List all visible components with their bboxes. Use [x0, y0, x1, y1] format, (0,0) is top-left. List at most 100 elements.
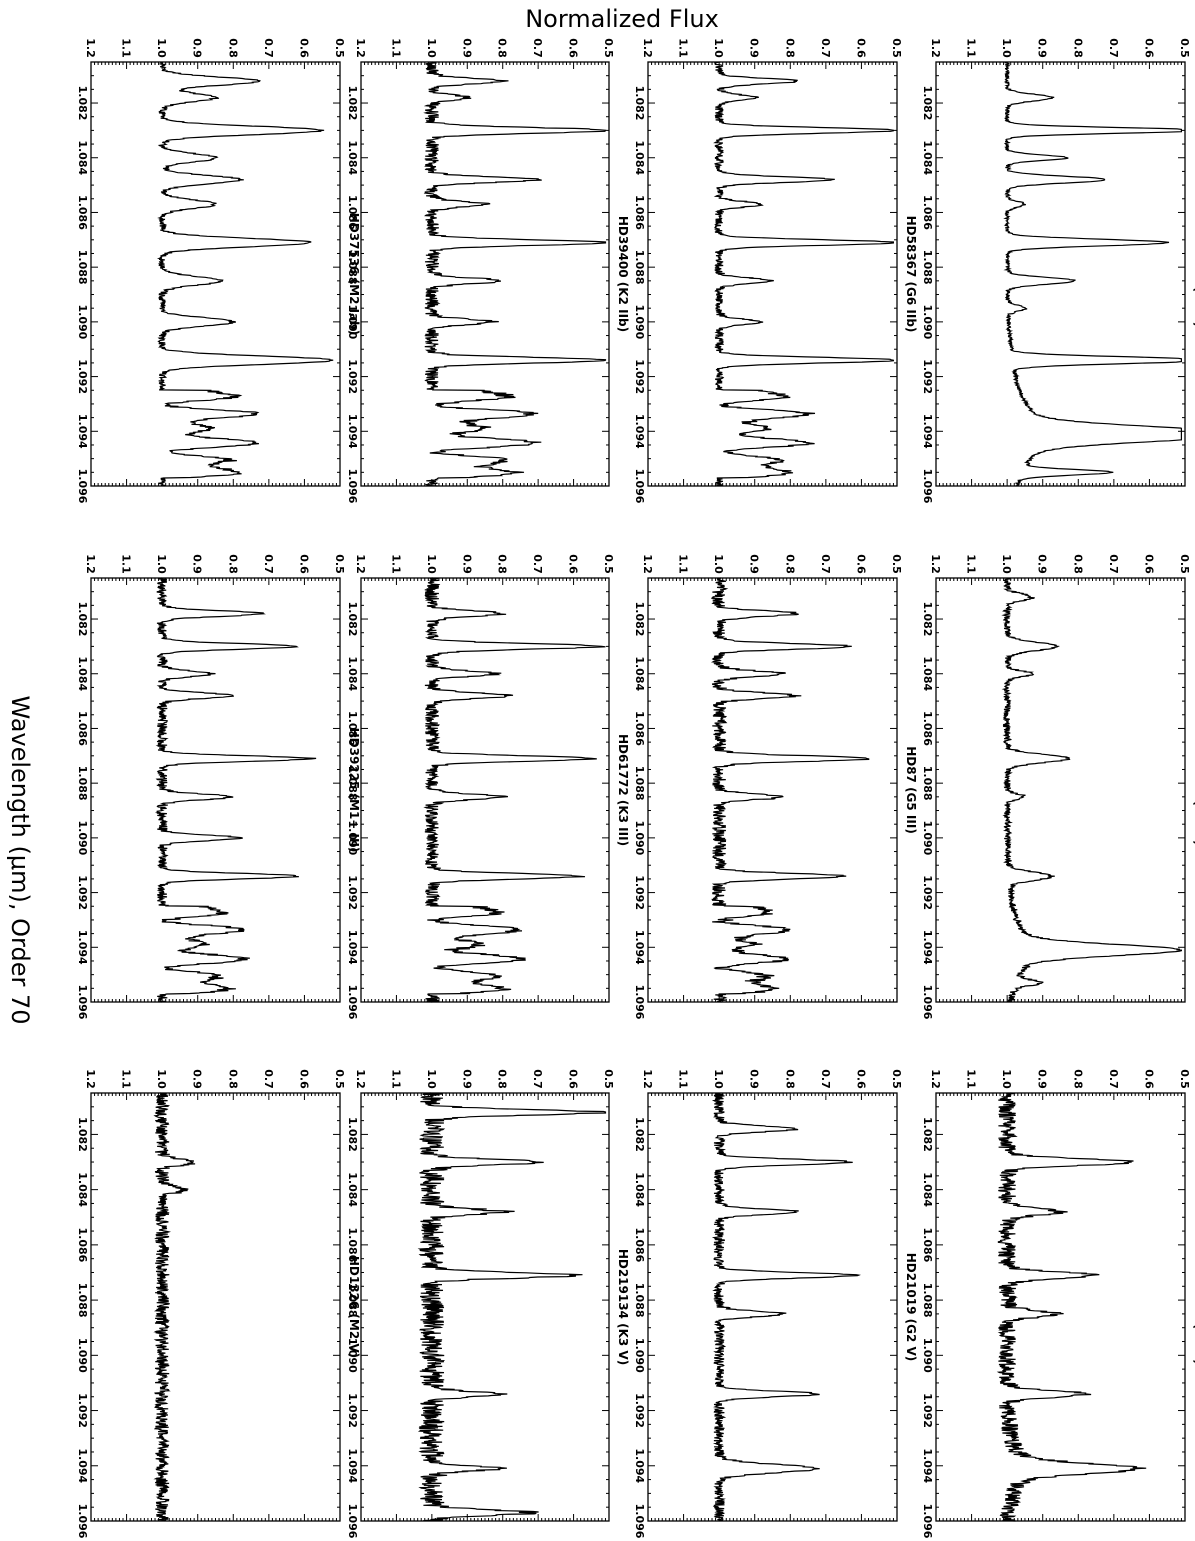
- flux-tick-label: 1.0: [1000, 38, 1013, 58]
- panel-title: HD21770 (F4 III): [1192, 734, 1195, 845]
- wave-tick-label: 1.090: [633, 820, 646, 855]
- flux-tick-label: 0.6: [1142, 38, 1155, 58]
- wave-tick-label: 1.086: [76, 195, 89, 230]
- flux-tick-label: 0.5: [890, 554, 903, 574]
- flux-tick-label: 0.8: [1071, 1069, 1084, 1089]
- wave-tick-label: 1.082: [633, 602, 646, 637]
- panel-title: HD39400 (K2 IIb): [616, 216, 630, 332]
- spectrum-panel: 0.5 0.6 0.7 0.8 0.9 1.0 1.1 1.2 1.082 1.084 1.086 1…: [921, 1069, 1195, 1538]
- flux-tick-label: 1.1: [120, 554, 133, 574]
- wave-tick-label: 1.086: [633, 195, 646, 230]
- flux-tick-label: 0.9: [748, 38, 761, 58]
- wave-tick-label: 1.082: [76, 602, 89, 637]
- flux-tick-label: 1.0: [155, 1069, 168, 1089]
- spectrum-panel: 0.5 0.6 0.7 0.8 0.9 1.0 1.1 1.2 1.082 1.084 1.086 1…: [76, 1069, 361, 1538]
- panel-title: HD58367 (G6 IIb): [904, 216, 918, 333]
- spectrum-panel: 0.5 0.6 0.7 0.8 0.9 1.0 1.1 1.2 1.082 1.084 1.086 1…: [633, 38, 918, 503]
- wave-tick-label: 1.086: [633, 1227, 646, 1262]
- flux-tick-label: 0.8: [226, 554, 239, 574]
- flux-tick-label: 0.5: [333, 38, 346, 58]
- wave-tick-label: 1.088: [633, 1283, 646, 1318]
- spectrum-panel: 0.5 0.6 0.7 0.8 0.9 1.0 1.1 1.2 1.082 1.084 1.086 1…: [76, 38, 361, 503]
- flux-tick-label: 1.0: [425, 1069, 438, 1089]
- flux-tick-label: 0.9: [191, 1069, 204, 1089]
- flux-tick-label: 1.2: [354, 1069, 367, 1089]
- wave-tick-label: 1.092: [921, 359, 934, 394]
- panel-title: HD21019 (G2 V): [904, 1253, 918, 1362]
- wave-tick-label: 1.084: [633, 1172, 646, 1207]
- wave-tick-label: 1.082: [921, 1117, 934, 1152]
- wave-tick-label: 1.090: [76, 1338, 89, 1373]
- wave-tick-label: 1.084: [921, 140, 934, 175]
- flux-tick-label: 0.6: [854, 554, 867, 574]
- flux-tick-label: 0.6: [297, 1069, 310, 1089]
- wave-tick-label: 1.088: [76, 1283, 89, 1318]
- wave-tick-label: 1.088: [76, 766, 89, 801]
- wave-tick-label: 1.090: [76, 820, 89, 855]
- wave-tick-label: 1.092: [633, 875, 646, 910]
- wave-tick-label: 1.088: [346, 250, 359, 285]
- spectrum-line: [423, 577, 606, 1003]
- flux-tick-label: 0.8: [496, 554, 509, 574]
- spectrum-line: [155, 577, 317, 1003]
- wave-tick-label: 1.092: [76, 875, 89, 910]
- wave-tick-label: 1.088: [921, 1283, 934, 1318]
- wave-tick-label: 1.096: [76, 985, 89, 1020]
- flux-tick-label: 1.2: [354, 38, 367, 58]
- wave-tick-label: 1.094: [633, 414, 646, 449]
- flux-tick-label: 0.8: [1071, 554, 1084, 574]
- flux-tick-label: 0.7: [1107, 554, 1120, 574]
- flux-tick-label: 1.0: [1000, 554, 1013, 574]
- wave-tick-label: 1.092: [76, 1393, 89, 1428]
- spectrum-line: [996, 1092, 1147, 1522]
- panel-title: HD1326 (M2 V): [347, 1256, 361, 1358]
- wave-tick-label: 1.096: [633, 1504, 646, 1539]
- flux-tick-label: 1.2: [929, 554, 942, 574]
- wave-tick-label: 1.094: [76, 930, 89, 965]
- flux-tick-label: 1.0: [712, 38, 725, 58]
- panel-frame: [360, 577, 610, 1003]
- flux-tick-label: 1.1: [965, 1069, 978, 1089]
- wave-tick-label: 1.096: [346, 1504, 359, 1539]
- wave-tick-label: 1.086: [921, 1227, 934, 1262]
- wave-tick-label: 1.094: [633, 930, 646, 965]
- wave-tick-label: 1.082: [76, 1117, 89, 1152]
- wave-tick-label: 1.094: [921, 930, 934, 965]
- wave-tick-label: 1.090: [633, 1338, 646, 1373]
- wave-tick-label: 1.082: [346, 602, 359, 637]
- flux-tick-label: 1.1: [120, 38, 133, 58]
- flux-tick-label: 1.1: [389, 554, 402, 574]
- wave-tick-label: 1.092: [921, 875, 934, 910]
- wave-tick-label: 1.086: [921, 711, 934, 746]
- wave-tick-label: 1.096: [346, 469, 359, 504]
- wave-tick-label: 1.088: [921, 250, 934, 285]
- spectrum-panel: 0.5 0.6 0.7 0.8 0.9 1.0 1.1 1.2 1.082 1.084 1.086 1…: [921, 38, 1195, 503]
- wave-tick-label: 1.088: [633, 766, 646, 801]
- flux-tick-label: 1.1: [677, 554, 690, 574]
- wave-tick-label: 1.084: [346, 656, 359, 691]
- wave-tick-label: 1.096: [76, 1504, 89, 1539]
- flux-tick-label: 0.9: [1036, 554, 1049, 574]
- wave-tick-label: 1.094: [921, 414, 934, 449]
- wave-tick-label: 1.084: [346, 1172, 359, 1207]
- wave-tick-label: 1.086: [76, 711, 89, 746]
- flux-tick-label: 1.1: [389, 1069, 402, 1089]
- wave-tick-label: 1.090: [921, 1338, 934, 1373]
- wave-tick-label: 1.084: [76, 140, 89, 175]
- wave-tick-label: 1.086: [633, 711, 646, 746]
- wave-tick-label: 1.090: [346, 304, 359, 339]
- flux-tick-label: 0.8: [783, 554, 796, 574]
- flux-tick-label: 0.7: [262, 554, 275, 574]
- flux-tick-label: 0.7: [531, 38, 544, 58]
- wave-tick-label: 1.090: [76, 304, 89, 339]
- flux-tick-label: 0.9: [748, 1069, 761, 1089]
- spectrum-line: [153, 1092, 196, 1522]
- panel-title: HD87 (G5 III): [904, 746, 918, 834]
- flux-tick-label: 1.2: [354, 554, 367, 574]
- spectrum-panel: 0.5 0.6 0.7 0.8 0.9 1.0 1.1 1.2 1.082 1.084 1.086 1…: [633, 1069, 918, 1538]
- spectrum-line: [417, 1092, 607, 1522]
- flux-tick-label: 1.1: [965, 38, 978, 58]
- flux-tick-label: 0.9: [1036, 38, 1049, 58]
- spectrum-line: [710, 577, 870, 1003]
- flux-tick-label: 0.9: [191, 554, 204, 574]
